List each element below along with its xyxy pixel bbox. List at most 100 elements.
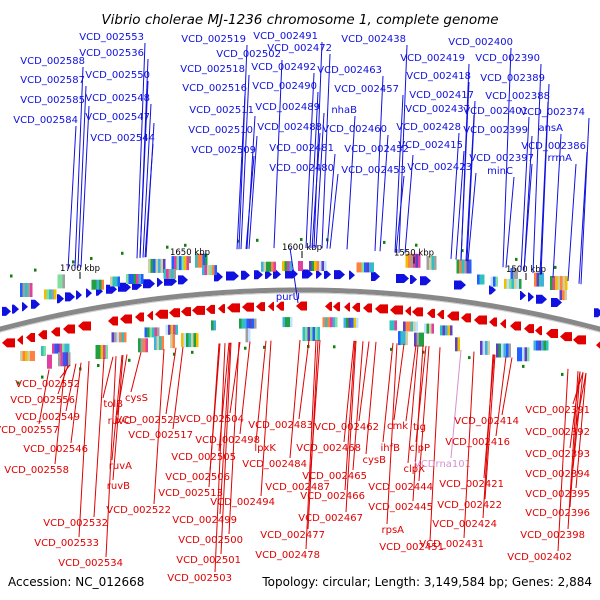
feature-block bbox=[298, 261, 301, 271]
label-leader-line bbox=[136, 42, 146, 259]
feature-block bbox=[145, 338, 148, 353]
reverse-gene-arrow bbox=[218, 304, 225, 314]
gene-label: VCD_002438 bbox=[341, 34, 406, 45]
feature-block bbox=[466, 259, 469, 274]
gene-label: VCD_002419 bbox=[400, 53, 465, 64]
tick-label: 1500 kbp bbox=[506, 265, 546, 275]
feature-block bbox=[312, 327, 315, 341]
feature-block bbox=[158, 258, 161, 273]
gene-label: VCD_002472 bbox=[267, 43, 332, 54]
feature-block bbox=[181, 333, 184, 348]
feature-block bbox=[285, 317, 288, 328]
feature-block bbox=[171, 269, 174, 279]
label-leader-line bbox=[240, 74, 250, 250]
reverse-gene-arrow bbox=[573, 335, 586, 345]
feature-block bbox=[138, 338, 141, 353]
feature-block bbox=[506, 278, 509, 289]
gene-label: VCD_002501 bbox=[176, 555, 241, 566]
gene-label: VCD_002487 bbox=[265, 482, 330, 493]
gene-label: rpsA bbox=[381, 525, 404, 536]
forward-gene-labels: VCD_002588 VCD_002587 VCD_002585 VCD_002584… bbox=[13, 31, 590, 304]
feature-block bbox=[290, 317, 293, 328]
label-leader-line bbox=[520, 116, 530, 271]
label-leader-line bbox=[313, 41, 323, 249]
rna-marker bbox=[72, 260, 75, 264]
gene-label: VCD_002544 bbox=[90, 133, 155, 144]
scale-ticks: 1700 kbp 1650 kbp 1600 kbp 1550 kbp 1500 kbp bbox=[60, 243, 546, 281]
feature-block bbox=[271, 261, 274, 272]
feature-block bbox=[20, 351, 23, 361]
feature-block bbox=[44, 289, 47, 300]
label-leader-line bbox=[70, 362, 82, 444]
feature-block bbox=[98, 345, 101, 359]
gene-label: VCD_002532 bbox=[43, 518, 108, 529]
feature-block bbox=[429, 255, 432, 270]
rna-marker bbox=[383, 240, 386, 244]
rna-marker bbox=[522, 364, 525, 368]
label-leader-line bbox=[248, 135, 258, 249]
forward-gene-arrow bbox=[118, 282, 131, 292]
feature-block bbox=[405, 253, 408, 268]
feature-block bbox=[261, 261, 264, 272]
feature-block bbox=[249, 318, 252, 329]
feature-block bbox=[57, 343, 60, 354]
label-leader-line bbox=[220, 342, 232, 555]
rna-marker bbox=[166, 245, 169, 249]
gene-label: VCD_002397 bbox=[469, 153, 534, 164]
rna-marker bbox=[256, 238, 259, 242]
label-leader-line bbox=[238, 44, 248, 250]
gene-track bbox=[0, 238, 600, 385]
feature-block bbox=[348, 317, 351, 328]
feature-block bbox=[95, 345, 98, 359]
label-leader-line bbox=[311, 132, 321, 249]
feature-block bbox=[480, 340, 483, 355]
backbone-arc bbox=[0, 287, 600, 332]
feature-block bbox=[58, 352, 61, 367]
feature-block bbox=[168, 269, 171, 279]
gene-label: VCD_002415 bbox=[398, 140, 463, 151]
feature-block bbox=[353, 317, 356, 328]
feature-block bbox=[440, 325, 443, 336]
feature-block bbox=[565, 276, 568, 290]
gene-label: VCD_002481 bbox=[269, 143, 334, 154]
label-leader-line bbox=[501, 357, 513, 416]
reverse-gene-arrow bbox=[596, 341, 600, 349]
feature-block bbox=[254, 318, 257, 329]
reverse-gene-labels: VCD_002552 VCD_002556 VCD_002549 VCD_002557… bbox=[0, 339, 590, 584]
gene-label: VCD_002494 bbox=[210, 497, 275, 508]
reverse-gene-arrow bbox=[181, 307, 191, 317]
label-leader-line bbox=[65, 363, 77, 412]
label-leader-line bbox=[102, 356, 114, 399]
label-leader-line bbox=[484, 354, 496, 500]
feature-block bbox=[159, 336, 162, 351]
feature-block bbox=[310, 327, 313, 341]
forward-gene-arrow bbox=[536, 294, 547, 304]
forward-gene-arrow bbox=[520, 290, 526, 300]
reverse-gene-arrow bbox=[325, 301, 332, 311]
gene-label: ihfB bbox=[381, 443, 401, 454]
feature-block bbox=[515, 268, 518, 283]
forward-gene-arrow bbox=[396, 273, 409, 283]
feature-block bbox=[557, 276, 560, 290]
feature-block bbox=[447, 325, 450, 336]
gene-label: VCD_002423 bbox=[407, 162, 472, 173]
gene-label: VCD_002546 bbox=[23, 444, 88, 455]
reverse-gene-arrow bbox=[474, 315, 487, 325]
gene-label: ansA bbox=[538, 123, 563, 134]
feature-block bbox=[174, 256, 177, 271]
rna-marker bbox=[184, 243, 187, 247]
gene-label: VCD_002548 bbox=[85, 93, 150, 104]
gene-label: VCD_002477 bbox=[260, 530, 325, 541]
rna-marker bbox=[191, 350, 194, 354]
feature-block bbox=[560, 276, 563, 290]
gene-label: VCD_002556 bbox=[10, 395, 75, 406]
feature-block bbox=[128, 274, 131, 284]
feature-block bbox=[204, 265, 207, 276]
feature-block bbox=[94, 279, 97, 290]
gene-label: VCD_002437 bbox=[405, 104, 470, 115]
label-leader-line bbox=[455, 150, 465, 260]
feature-block bbox=[538, 340, 541, 351]
feature-block bbox=[22, 351, 25, 361]
feature-block bbox=[181, 256, 184, 271]
forward-gene-arrow bbox=[241, 270, 250, 280]
